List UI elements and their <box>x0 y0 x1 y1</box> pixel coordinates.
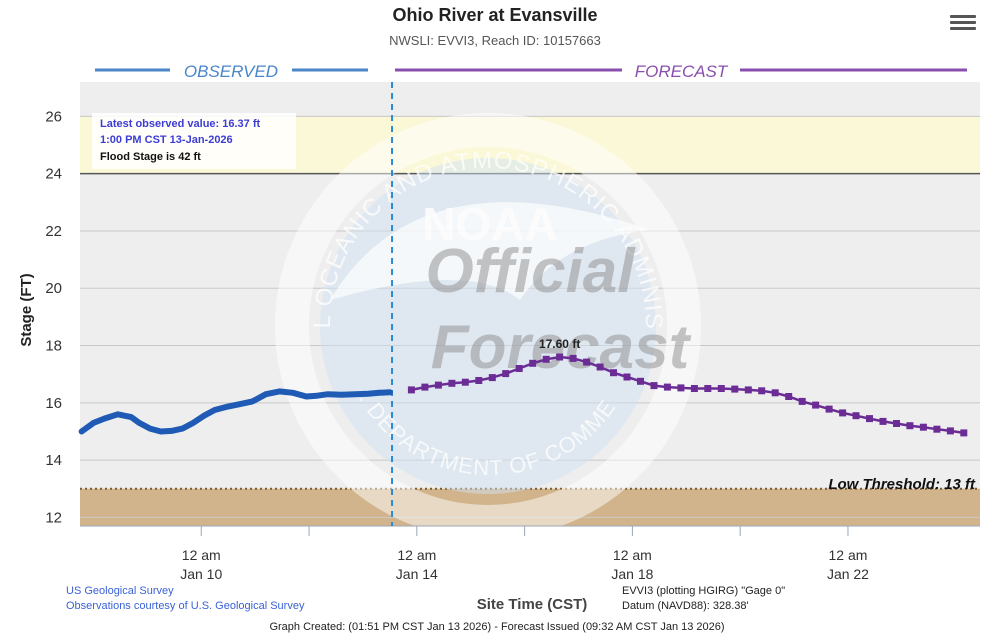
x-tick-label-date: Jan 18 <box>611 566 653 582</box>
forecast-point <box>502 370 510 378</box>
forecast-point <box>717 385 725 392</box>
forecast-point <box>650 382 658 390</box>
grid-lines <box>80 115 980 518</box>
observed-header: OBSERVED <box>95 62 368 81</box>
forecast-point <box>569 354 577 362</box>
menu-bar-2 <box>950 21 976 24</box>
datum-line-2: Datum (NAVD88): 328.38' <box>622 600 749 612</box>
observed-label: OBSERVED <box>184 62 278 81</box>
forecast-point <box>421 383 429 391</box>
watermark-forecast: Forecast <box>431 313 692 382</box>
graph-created: Graph Created: (01:51 PM CST Jan 13 2026… <box>269 621 724 633</box>
chart-subtitle: NWSLI: EVVI3, Reach ID: 10157663 <box>389 33 601 48</box>
forecast-point <box>583 358 591 366</box>
forecast-point <box>893 420 900 427</box>
flood-stage-label: Flood Stage is 42 ft <box>100 151 201 163</box>
forecast-point <box>731 385 739 393</box>
forecast-point <box>488 374 496 382</box>
latest-observed-time: 1:00 PM CST 13-Jan-2026 <box>100 134 233 146</box>
source-observations[interactable]: Observations courtesy of U.S. Geological… <box>66 600 305 612</box>
forecast-point <box>515 365 523 372</box>
forecast-point <box>704 385 712 392</box>
y-tick-label: 26 <box>45 108 62 125</box>
forecast-point <box>690 385 698 392</box>
forecast-point <box>407 386 415 394</box>
latest-observed-value: Latest observed value: 16.37 ft <box>100 118 261 130</box>
x-tick-label-date: Jan 22 <box>827 566 869 582</box>
forecast-point <box>461 378 469 386</box>
menu-bar-1 <box>950 15 976 18</box>
forecast-label: FORECAST <box>635 62 729 81</box>
forecast-point <box>556 353 564 361</box>
latest-observed-box-bg <box>92 113 296 169</box>
x-tick-label-date: Jan 14 <box>396 566 438 582</box>
forecast-point <box>906 422 914 430</box>
watermark-ring <box>275 113 701 539</box>
forecast-point <box>866 415 873 423</box>
low-threshold-label: Low Threshold: 13 ft <box>828 476 976 493</box>
y-axis: 12 14 16 18 20 22 24 26 <box>45 108 62 526</box>
forecast-point <box>596 363 604 371</box>
x-axis-title: Site Time (CST) <box>477 596 588 613</box>
y-tick-label: 16 <box>45 395 62 412</box>
x-tick-label-time: 12 am <box>613 547 652 563</box>
forecast-point <box>852 412 860 420</box>
x-tick-label-time: 12 am <box>182 547 221 563</box>
forecast-point <box>879 417 887 425</box>
forecast-point <box>542 355 550 363</box>
forecast-point <box>744 386 752 394</box>
datum-line-1: EVVI3 (plotting HGIRG) "Gage 0" <box>622 585 785 597</box>
forecast-header: FORECAST <box>395 62 967 81</box>
y-axis-title: Stage (FT) <box>18 273 35 346</box>
forecast-point <box>663 383 671 391</box>
chart-title: Ohio River at Evansville <box>392 5 597 25</box>
y-tick-label: 14 <box>45 452 62 469</box>
forecast-point <box>475 377 483 384</box>
menu-bar-3 <box>950 27 976 30</box>
forecast-point <box>771 389 779 397</box>
latest-observed-box: Latest observed value: 16.37 ft 1:00 PM … <box>92 113 296 169</box>
forecast-point <box>785 393 793 400</box>
y-tick-label: 12 <box>45 509 62 526</box>
forecast-point <box>434 381 442 389</box>
forecast-point <box>919 423 927 431</box>
x-tick-label-time: 12 am <box>829 547 868 563</box>
watermark-official: Official <box>425 237 636 306</box>
forecast-point <box>623 373 631 381</box>
forecast-point <box>448 379 456 387</box>
forecast-point <box>839 409 847 417</box>
low-band <box>80 488 980 526</box>
y-tick-label: 18 <box>45 338 62 355</box>
watermark-noaa: NOAA <box>422 198 557 250</box>
series-layer <box>78 353 968 437</box>
y-tick-label: 24 <box>45 166 62 183</box>
forecast-point <box>933 425 941 433</box>
forecast-point <box>610 369 617 377</box>
forecast-point <box>960 429 968 437</box>
watermark-gull <box>330 202 650 300</box>
x-tick-label-time: 12 am <box>397 547 436 563</box>
observed-series-line <box>78 388 393 435</box>
forecast-point <box>825 405 833 413</box>
forecast-point <box>758 387 766 395</box>
forecast-point <box>798 397 806 405</box>
forecast-point <box>637 377 644 385</box>
peak-label: 17.60 ft <box>539 337 580 351</box>
x-axis: 12 am Jan 10 12 am Jan 14 12 am Jan 18 12 am Ja… <box>80 525 980 582</box>
hamburger-menu-icon[interactable] <box>950 12 976 34</box>
y-tick-label: 20 <box>45 280 62 297</box>
forecast-point <box>529 359 537 367</box>
x-tick-label-date: Jan 10 <box>180 566 222 582</box>
source-usgs[interactable]: US Geological Survey <box>66 585 174 597</box>
forecast-point <box>946 427 954 435</box>
forecast-point <box>812 401 820 409</box>
forecast-point <box>677 384 685 392</box>
y-tick-label: 22 <box>45 223 62 240</box>
